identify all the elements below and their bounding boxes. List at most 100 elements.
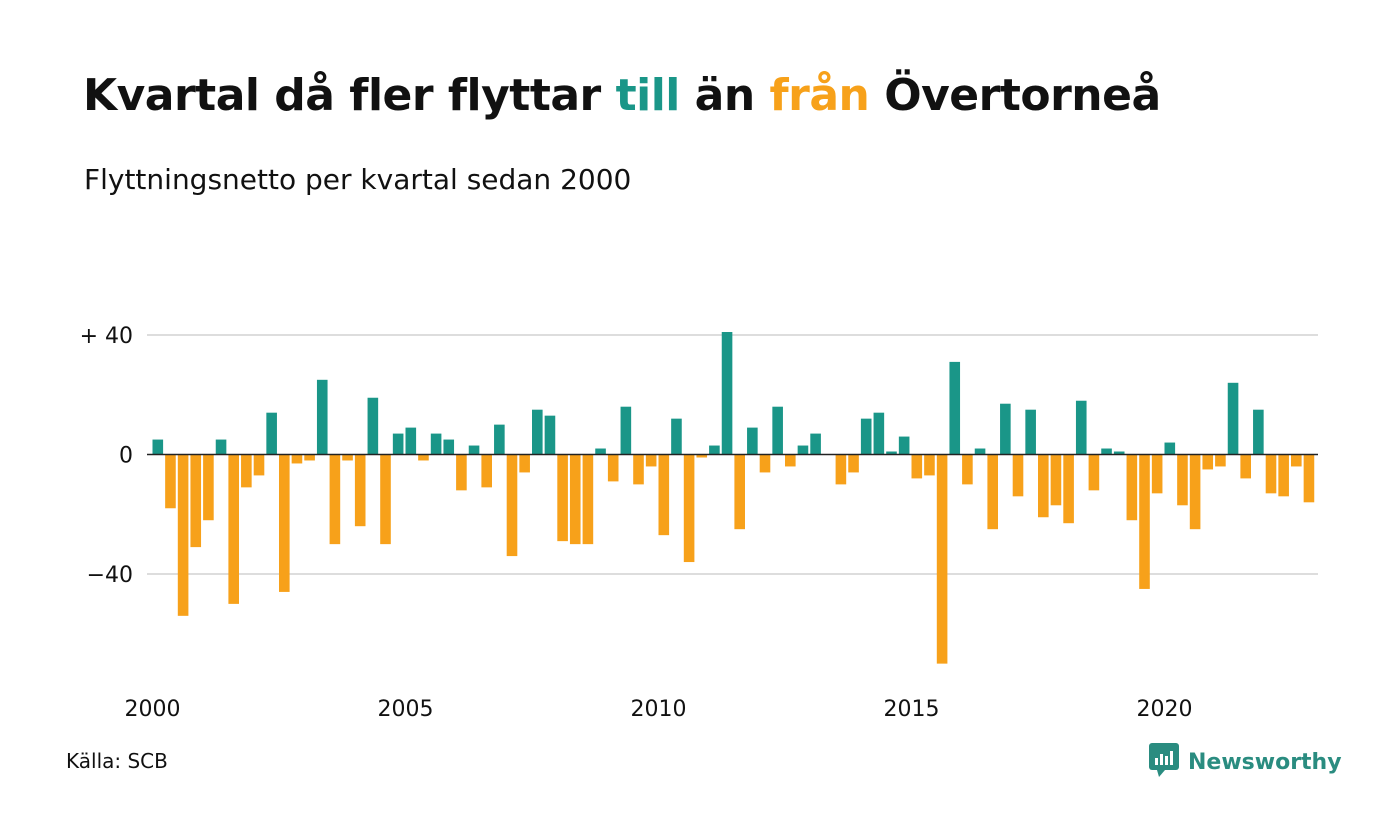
bar <box>430 433 442 455</box>
bar <box>645 454 657 467</box>
x-tick-label: 2005 <box>378 697 434 720</box>
bar <box>279 454 290 592</box>
bar <box>1215 454 1226 467</box>
bar <box>1253 409 1264 455</box>
bar <box>1164 442 1176 455</box>
bar <box>342 454 353 461</box>
bar <box>785 454 796 467</box>
bar <box>532 409 543 455</box>
bar <box>1012 454 1024 497</box>
bar <box>316 379 328 455</box>
bar <box>304 454 315 461</box>
brand-name: Newsworthy <box>1188 749 1342 775</box>
bar <box>1177 454 1188 506</box>
bar <box>734 454 745 530</box>
bar <box>329 454 341 545</box>
title-part-3: Övertorneå <box>869 70 1161 121</box>
bar <box>772 406 783 455</box>
bar <box>418 454 429 461</box>
bar <box>835 454 847 485</box>
bar <box>607 454 619 482</box>
bar <box>1139 454 1150 589</box>
bar <box>1063 454 1074 524</box>
bar <box>1075 400 1087 455</box>
bar <box>962 454 973 485</box>
bar <box>392 433 404 455</box>
source-note: Källa: SCB <box>66 749 168 773</box>
bar <box>253 454 265 476</box>
bar <box>405 427 417 455</box>
bar <box>911 454 923 479</box>
bar <box>582 454 594 545</box>
bar <box>797 445 809 455</box>
bar <box>569 454 581 545</box>
bars <box>152 332 1315 664</box>
bar <box>519 454 530 473</box>
title-part-2: än <box>679 70 770 121</box>
bar <box>898 436 910 455</box>
bar <box>1038 454 1049 518</box>
bar <box>620 406 632 455</box>
bar <box>456 454 467 491</box>
gridlines <box>147 334 1318 575</box>
bar <box>1291 454 1302 467</box>
bar <box>633 454 644 485</box>
bar <box>165 454 176 509</box>
bar <box>709 445 720 455</box>
bar <box>1088 454 1100 491</box>
x-tick-label: 2015 <box>884 697 940 720</box>
y-tick-label: 0 <box>119 444 133 469</box>
newsworthy-logo-icon <box>1148 742 1180 782</box>
y-tick-label: + 40 <box>80 324 133 349</box>
bar <box>1278 454 1289 497</box>
bar <box>241 454 252 488</box>
title-positive-word: till <box>615 70 681 121</box>
bar <box>557 454 568 542</box>
bar <box>759 454 771 473</box>
bar <box>354 454 366 527</box>
bar <box>468 445 480 455</box>
bar <box>949 361 961 455</box>
bar <box>658 454 670 536</box>
bar <box>1240 454 1251 479</box>
brand[interactable]: Newsworthy <box>1148 742 1342 782</box>
bar <box>1303 454 1315 503</box>
bar <box>924 454 935 476</box>
bar <box>936 454 948 664</box>
bar <box>215 439 227 455</box>
bar <box>974 448 986 455</box>
bar <box>886 451 897 455</box>
bar <box>1000 403 1011 455</box>
bar <box>848 454 859 473</box>
bar <box>1189 454 1201 530</box>
bar <box>873 412 885 455</box>
bar <box>671 418 682 455</box>
bar <box>860 418 872 455</box>
bar <box>494 424 505 455</box>
bar <box>152 439 164 455</box>
x-tick-label: 2010 <box>631 697 687 720</box>
bar <box>595 448 606 455</box>
bar <box>1113 451 1125 455</box>
bar <box>190 454 202 548</box>
bar <box>747 427 758 455</box>
bar <box>1101 448 1112 455</box>
chart-title: Kvartal då fler flyttar till än från Öve… <box>83 70 1161 121</box>
bar <box>291 454 303 464</box>
x-axis-ticks: 2000 2005 2010 2015 2020 <box>125 697 1193 720</box>
bar <box>544 415 556 455</box>
bar <box>1151 454 1163 494</box>
bar <box>683 454 695 563</box>
y-axis-ticks: + 40 0 −40 <box>80 324 133 588</box>
bar <box>1126 454 1138 521</box>
title-part-1: Kvartal då fler flyttar <box>83 70 616 121</box>
bar <box>380 454 391 545</box>
bar <box>367 397 379 455</box>
bar <box>1227 382 1239 455</box>
bar <box>987 454 998 530</box>
bar <box>810 433 821 455</box>
bar <box>203 454 214 521</box>
bar <box>481 454 492 488</box>
bar <box>443 439 455 455</box>
bar <box>506 454 518 557</box>
